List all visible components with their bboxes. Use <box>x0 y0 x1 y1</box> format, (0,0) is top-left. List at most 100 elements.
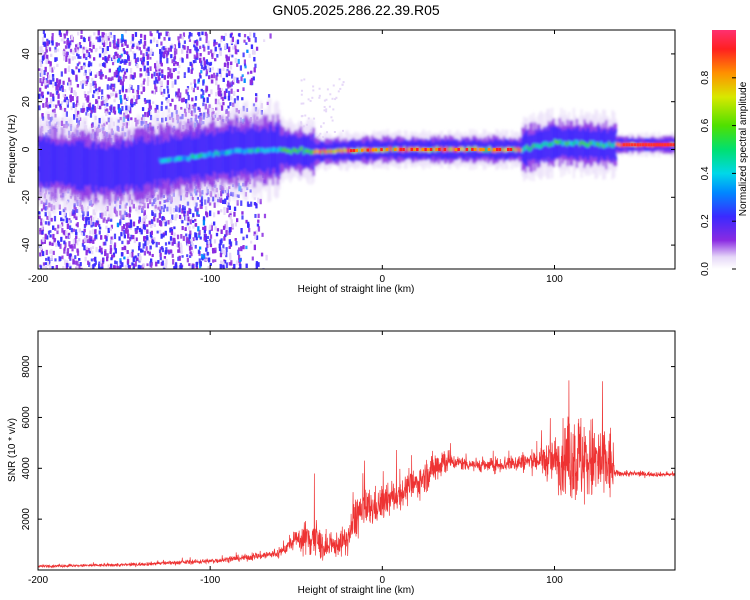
heatmap-noise-cell <box>186 257 189 263</box>
heatmap-noise-cell <box>170 54 173 59</box>
heatmap-noise-cell <box>110 224 114 229</box>
heatmap-noise-cell <box>200 88 203 92</box>
heatmap-noise-cell <box>102 57 105 60</box>
heatmap-noise-cell <box>86 106 89 112</box>
heatmap-noise-cell <box>126 250 129 254</box>
heatmap-ridge-band <box>141 136 145 192</box>
heatmap-noise-cell <box>233 263 236 269</box>
heatmap-noise-cell <box>148 251 151 256</box>
heatmap-noise-cell <box>82 65 86 69</box>
heatmap-noise-cell <box>47 221 50 225</box>
heatmap-noise-cell <box>248 203 251 207</box>
heatmap-noise-cell <box>222 35 226 41</box>
heatmap-noise-cell <box>124 110 128 114</box>
heatmap-noise-cell <box>40 81 44 87</box>
heatmap-noise-cell <box>54 57 57 62</box>
heatmap-noise-cell <box>220 229 223 234</box>
heatmap-noise-cell <box>175 242 179 248</box>
heatmap-ridge-band <box>65 142 69 186</box>
heatmap-noise-cell <box>78 238 81 242</box>
heatmap-noise-cell <box>257 197 260 203</box>
heatmap-noise-cell <box>196 207 199 212</box>
heatmap-noise-cell <box>183 72 186 76</box>
heatmap-noise-cell <box>225 224 228 230</box>
heatmap-noise-cell <box>213 41 216 47</box>
heatmap-noise-cell <box>186 201 190 206</box>
heatmap-faint-cell <box>333 130 336 133</box>
heatmap-noise-cell <box>179 265 182 269</box>
heatmap-noise-cell <box>188 245 192 251</box>
heatmap-noise-cell <box>130 40 133 45</box>
heatmap-noise-cell <box>247 221 250 227</box>
heatmap-noise-cell <box>225 88 228 93</box>
heatmap-faint-cell <box>337 90 340 93</box>
heatmap-noise-cell <box>92 221 95 227</box>
heatmap-noise-cell <box>123 59 127 64</box>
heatmap-noise-cell <box>153 37 156 43</box>
heatmap-noise-cell <box>119 221 122 226</box>
heatmap-noise-cell <box>147 71 150 76</box>
heatmap-noise-cell <box>89 247 92 252</box>
heatmap-noise-cell <box>174 67 177 71</box>
heatmap-noise-cell <box>219 72 222 78</box>
heatmap-noise-cell <box>88 100 91 105</box>
heatmap-noise-cell <box>73 90 76 96</box>
heatmap-noise-cell <box>110 263 113 269</box>
heatmap-noise-cell <box>45 249 48 256</box>
heatmap-ridge-core <box>172 157 176 162</box>
heatmap-noise-cell <box>188 237 191 242</box>
heatmap-noise-cell <box>143 34 147 41</box>
heatmap-noise-cell <box>166 99 169 104</box>
heatmap-noise-cell <box>218 68 222 74</box>
heatmap-noise-cell <box>124 248 127 252</box>
heatmap-noise-cell <box>140 229 143 235</box>
heatmap-noise-cell <box>48 74 51 79</box>
heatmap-noise-cell <box>128 87 131 93</box>
heatmap-noise-cell <box>83 72 86 76</box>
heatmap-ridge-core <box>183 155 187 160</box>
heatmap-noise-cell <box>80 232 84 236</box>
heatmap-noise-cell <box>164 117 168 122</box>
heatmap-noise-cell <box>139 57 142 62</box>
heatmap-noise-cell <box>94 235 97 239</box>
heatmap-noise-cell <box>52 77 55 82</box>
heatmap-noise-cell <box>44 85 47 89</box>
heatmap-faint-cell <box>323 105 326 108</box>
heatmap-noise-cell <box>163 256 167 259</box>
heatmap-noise-cell <box>185 222 188 227</box>
heatmap-noise-cell <box>157 260 160 264</box>
heatmap-noise-cell <box>105 225 108 230</box>
heatmap-noise-cell <box>52 66 56 70</box>
heatmap-noise-cell <box>107 264 110 269</box>
heatmap-noise-cell <box>51 40 54 46</box>
heatmap-noise-cell <box>150 265 153 268</box>
heatmap-ridge-band <box>90 143 94 190</box>
heatmap-noise-cell <box>195 261 199 266</box>
heatmap-noise-cell <box>88 107 91 110</box>
heatmap-noise-cell <box>75 74 78 81</box>
heatmap-noise-cell <box>186 222 190 226</box>
heatmap-noise-cell <box>136 57 139 62</box>
heatmap-noise-cell <box>113 99 116 103</box>
heatmap-noise-cell <box>40 64 43 68</box>
heatmap-noise-cell <box>109 41 112 48</box>
heatmap-noise-cell <box>148 103 151 109</box>
heatmap-noise-cell <box>229 255 232 260</box>
heatmap-noise-cell <box>254 63 257 69</box>
heatmap-noise-cell <box>64 242 67 248</box>
heatmap-noise-cell <box>47 60 51 64</box>
heatmap-noise-cell <box>191 250 194 254</box>
heatmap-ridge-band <box>51 141 55 185</box>
heatmap-noise-cell <box>148 99 151 105</box>
heatmap-noise-cell <box>90 258 93 262</box>
heatmap-noise-cell <box>111 92 115 97</box>
heatmap-noise-cell <box>80 30 83 34</box>
heatmap-noise-cell <box>119 54 122 59</box>
heatmap-noise-cell <box>167 71 170 77</box>
heatmap-noise-cell <box>228 231 231 235</box>
heatmap-noise-cell <box>60 120 64 126</box>
heatmap-noise-cell <box>131 33 134 37</box>
heatmap-noise-cell <box>125 228 128 234</box>
heatmap-noise-cell <box>195 267 198 269</box>
heatmap-noise-cell <box>160 91 163 95</box>
